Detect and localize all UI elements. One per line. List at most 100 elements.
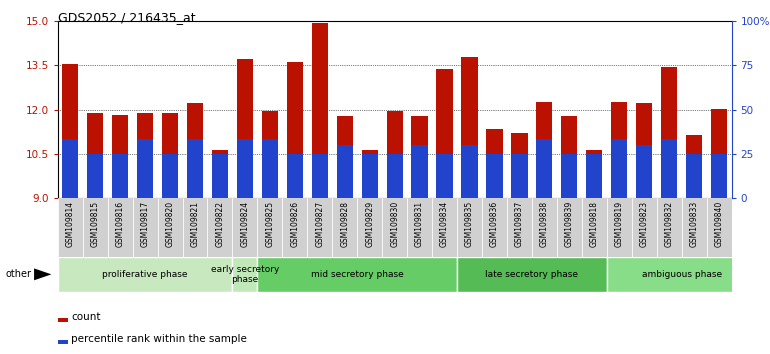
Bar xyxy=(312,23,328,198)
Text: GSM109824: GSM109824 xyxy=(240,201,249,247)
Text: GSM109816: GSM109816 xyxy=(116,201,125,247)
Bar xyxy=(387,111,403,198)
Bar xyxy=(707,198,732,257)
Bar xyxy=(158,198,182,257)
Text: GSM109823: GSM109823 xyxy=(640,201,648,247)
Bar xyxy=(611,102,628,198)
Bar xyxy=(586,154,602,198)
Bar xyxy=(457,257,607,292)
Text: percentile rank within the sample: percentile rank within the sample xyxy=(71,334,247,344)
Bar xyxy=(407,198,432,257)
Bar xyxy=(332,198,357,257)
Text: GSM109815: GSM109815 xyxy=(91,201,99,247)
Text: mid secretory phase: mid secretory phase xyxy=(311,270,403,279)
Text: GSM109819: GSM109819 xyxy=(614,201,624,247)
Bar xyxy=(112,115,129,198)
Text: GSM109839: GSM109839 xyxy=(565,201,574,247)
Text: ambiguous phase: ambiguous phase xyxy=(641,270,721,279)
Bar xyxy=(87,113,103,198)
Bar xyxy=(108,198,132,257)
Bar xyxy=(382,198,407,257)
Bar xyxy=(237,139,253,198)
Bar xyxy=(561,154,578,198)
Text: other: other xyxy=(5,269,32,279)
Bar xyxy=(162,154,178,198)
Bar xyxy=(636,103,652,198)
Bar xyxy=(286,62,303,198)
Bar xyxy=(336,116,353,198)
Text: GSM109826: GSM109826 xyxy=(290,201,300,247)
Bar xyxy=(507,198,532,257)
Bar xyxy=(58,318,68,322)
Bar xyxy=(461,57,477,198)
Bar xyxy=(307,198,332,257)
Bar xyxy=(132,198,158,257)
Bar xyxy=(212,150,228,198)
Bar xyxy=(137,139,153,198)
Text: GSM109822: GSM109822 xyxy=(216,201,224,247)
Bar xyxy=(487,129,503,198)
Bar xyxy=(557,198,582,257)
Bar xyxy=(362,154,378,198)
Bar xyxy=(437,69,453,198)
Bar xyxy=(233,198,257,257)
Text: GSM109833: GSM109833 xyxy=(690,201,698,247)
Bar xyxy=(661,67,678,198)
Bar xyxy=(262,139,278,198)
Bar xyxy=(187,139,203,198)
Bar xyxy=(461,145,477,198)
Text: GSM109840: GSM109840 xyxy=(715,201,724,247)
Polygon shape xyxy=(34,268,52,280)
Bar xyxy=(257,257,457,292)
Bar xyxy=(262,111,278,198)
Text: GSM109830: GSM109830 xyxy=(390,201,399,247)
Text: GSM109835: GSM109835 xyxy=(465,201,474,247)
Text: late secretory phase: late secretory phase xyxy=(485,270,578,279)
Text: GSM109838: GSM109838 xyxy=(540,201,549,247)
Bar xyxy=(511,133,527,198)
Bar xyxy=(62,64,79,198)
Bar xyxy=(482,198,507,257)
Bar xyxy=(58,198,82,257)
Bar xyxy=(536,139,552,198)
Text: GSM109820: GSM109820 xyxy=(166,201,175,247)
Bar xyxy=(387,154,403,198)
Bar xyxy=(82,198,108,257)
Bar xyxy=(586,150,602,198)
Bar xyxy=(257,198,283,257)
Bar xyxy=(686,154,702,198)
Bar xyxy=(312,154,328,198)
Bar xyxy=(162,113,178,198)
Text: GSM109821: GSM109821 xyxy=(190,201,199,247)
Bar xyxy=(58,340,68,343)
Bar xyxy=(657,198,681,257)
Text: count: count xyxy=(71,312,101,322)
Bar xyxy=(286,154,303,198)
Bar xyxy=(87,154,103,198)
Text: GSM109827: GSM109827 xyxy=(315,201,324,247)
Bar xyxy=(681,198,707,257)
Bar xyxy=(607,257,756,292)
Text: GSM109829: GSM109829 xyxy=(365,201,374,247)
Bar xyxy=(561,116,578,198)
Bar xyxy=(582,198,607,257)
Bar xyxy=(611,139,628,198)
Bar xyxy=(661,139,678,198)
Text: GSM109828: GSM109828 xyxy=(340,201,350,247)
Bar xyxy=(536,102,552,198)
Bar xyxy=(411,145,427,198)
Text: GSM109837: GSM109837 xyxy=(515,201,524,247)
Bar xyxy=(511,154,527,198)
Bar xyxy=(437,154,453,198)
Bar xyxy=(62,139,79,198)
Bar xyxy=(711,154,727,198)
Text: proliferative phase: proliferative phase xyxy=(102,270,188,279)
Bar xyxy=(233,257,257,292)
Bar xyxy=(636,145,652,198)
Text: GSM109825: GSM109825 xyxy=(266,201,274,247)
Text: GDS2052 / 216435_at: GDS2052 / 216435_at xyxy=(58,11,196,24)
Bar xyxy=(283,198,307,257)
Bar xyxy=(362,150,378,198)
Text: GSM109836: GSM109836 xyxy=(490,201,499,247)
Text: GSM109832: GSM109832 xyxy=(665,201,674,247)
